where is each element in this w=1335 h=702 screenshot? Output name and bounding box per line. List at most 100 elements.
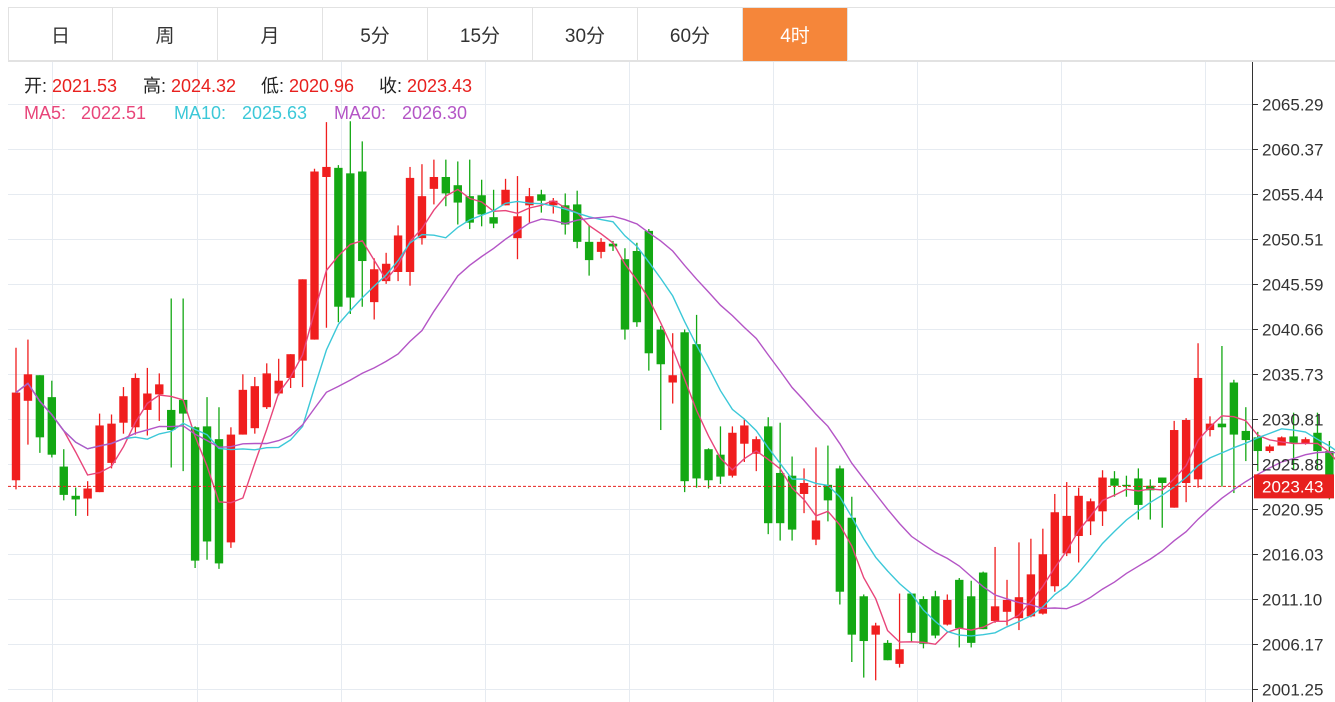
ma10-value: 2025.63 [242,103,307,123]
tab-day[interactable]: 日 [8,8,113,61]
candle-body [47,397,57,455]
candle [919,596,928,649]
candle-body [823,484,833,501]
candle-body [1241,430,1251,441]
candle-body [847,517,856,635]
candle-body [1265,446,1274,452]
ma20-label: MA20: [334,103,386,123]
candle-body [1253,437,1262,452]
ma5-value: 2022.51 [81,103,146,123]
candle [1098,470,1107,526]
candle [978,571,988,630]
candle [859,594,868,678]
candle-body [262,373,271,408]
candle [1062,482,1071,557]
high-label: 高: [143,76,166,96]
candle [572,190,582,249]
candle-body [155,384,164,395]
candle-body [35,375,45,438]
candle [346,121,355,315]
candle-body [1146,485,1155,491]
candle [1229,379,1239,494]
candle [847,496,856,663]
candle-body [895,649,904,664]
candle [35,375,45,453]
tab-5min[interactable]: 5分 [323,8,428,61]
candle [823,445,833,522]
candle [764,417,773,535]
candle [238,374,248,435]
candle [811,447,821,546]
close-label: 收: [379,76,402,96]
tab-15min[interactable]: 15分 [428,8,533,61]
tab-month[interactable]: 月 [218,8,323,61]
candle [190,426,200,568]
candle [334,165,343,323]
candle [11,347,21,490]
y-tick-label: 2020.95 [1262,501,1323,520]
candle [178,298,188,472]
candle [214,407,224,569]
tab-week[interactable]: 周 [113,8,218,61]
candle-body [190,427,200,561]
last-price-box [1254,474,1334,499]
candle-body [883,642,892,661]
ma-legend: MA5: 2022.51 MA10: 2025.63 MA20: 2026.30 [24,103,467,123]
candle-body [967,596,976,643]
candle-body [656,329,665,365]
candle [1193,343,1203,488]
y-tick-label: 2060.37 [1262,141,1323,160]
candle-body [561,205,570,225]
candle-body [417,196,427,239]
candle-body [83,488,92,499]
candle-body [704,449,713,481]
candle [47,380,57,458]
candle [716,426,725,484]
tab-30min[interactable]: 30分 [533,8,638,61]
candle-body [286,354,295,378]
candle-body [1110,478,1119,486]
candle [584,225,594,276]
candle [752,436,761,472]
candle [441,159,451,207]
y-tick-label: 2035.73 [1262,366,1323,385]
candle [322,122,331,328]
candle [417,164,427,245]
candle-body [23,374,33,401]
candle-body [143,393,152,410]
candle-body [1313,432,1322,452]
candle-body [668,375,677,383]
tab-4hour[interactable]: 4时 [743,8,848,61]
candle-body [95,425,104,493]
candle [561,193,570,235]
candle [1146,479,1155,520]
candle-body [131,377,140,428]
candle [1169,420,1179,508]
y-tick-label: 2025.88 [1262,456,1323,475]
candle-body [405,177,415,272]
candle-body [1122,484,1131,487]
candle-body [178,399,188,414]
candle-body [716,454,725,477]
candle [1289,412,1298,470]
candle [943,594,952,626]
candle-body [202,426,212,542]
open-value: 2021.53 [52,76,117,96]
candle [1110,471,1119,497]
candle [489,189,498,229]
candle-body [358,171,367,262]
last-price-label: 2023.43 [1262,477,1323,496]
candle-body [859,596,868,642]
candle-body [238,389,248,435]
candle [656,325,665,431]
candle-body [572,204,582,242]
candle [513,176,522,260]
tab-60min[interactable]: 60分 [638,8,743,61]
candle [286,354,295,389]
candle-body [764,426,773,524]
candle [143,367,152,436]
candle-body [381,263,391,282]
candle [907,593,916,642]
candle-body [1026,574,1036,617]
candle [59,449,68,501]
